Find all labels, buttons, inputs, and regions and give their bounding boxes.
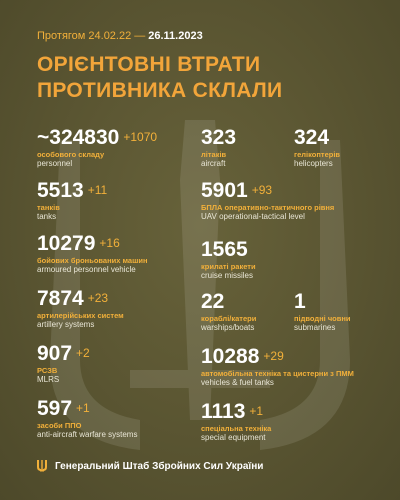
- stat-label-ua: гелікоптерів: [294, 150, 341, 159]
- stat-delta: +93: [251, 183, 273, 197]
- stat-label-ua: бойових броньованих машин: [37, 256, 148, 265]
- stat-label-en: tanks: [37, 212, 57, 221]
- stat-aircraft: 323 літаків aircraft: [201, 127, 236, 169]
- stat-label-en: special equipment: [201, 433, 266, 442]
- stat-value: 1113: [201, 400, 246, 423]
- stat-value: 1: [294, 290, 306, 313]
- stat-delta: +2: [76, 346, 90, 360]
- stat-label-ua: кораблі/катери: [201, 314, 257, 323]
- stat-label-ua: РСЗВ: [37, 366, 58, 375]
- stat-value: 5901: [201, 179, 248, 202]
- stat-apv: 10279 +16 бойових броньованих машин armou…: [37, 233, 148, 275]
- stat-value: 22: [201, 290, 225, 313]
- stat-label-ua: засоби ППО: [37, 421, 82, 430]
- stat-label-ua: автомобільна техніка та цистерни з ПММ: [201, 369, 354, 378]
- stat-label-ua: танків: [37, 203, 60, 212]
- stat-artillery: 7874 +23 артилерійських систем artillery …: [37, 288, 124, 330]
- stat-personnel: ~324830 +1070 особового складу personnel: [37, 127, 157, 169]
- stat-warships: 22 кораблі/катери warships/boats: [201, 291, 256, 333]
- stat-label-ua: літаків: [201, 150, 227, 159]
- stat-uav: 5901 +93 БПЛА оперативно-тактичного рівня…: [201, 180, 334, 222]
- footer: Генеральний Штаб Збройних Сил України: [37, 460, 263, 472]
- stat-delta: +23: [87, 291, 109, 305]
- stat-label-en: armoured personnel vehicle: [37, 265, 136, 274]
- stat-vehicles: 10288 +29 автомобільна техніка та цистерн…: [201, 346, 354, 388]
- stat-submarines: 1 підводні човни submarines: [294, 291, 351, 333]
- trident-icon: [37, 460, 47, 472]
- footer-text: Генеральний Штаб Збройних Сил України: [55, 460, 264, 472]
- stat-label-en: personnel: [37, 159, 73, 168]
- stat-delta: +1: [76, 401, 90, 415]
- stat-delta: +1: [249, 404, 264, 418]
- stat-aa: 597 +1 засоби ППО anti-aircraft warfare s…: [37, 398, 137, 440]
- stat-label-ua: особового складу: [37, 150, 105, 159]
- stat-cruise: 1565 крилаті ракети cruise missiles: [201, 239, 256, 281]
- stat-delta: +29: [263, 349, 284, 363]
- stat-label-ua: підводні човни: [294, 314, 351, 323]
- stat-value: ~324830: [37, 126, 120, 149]
- stat-delta: +16: [99, 236, 120, 250]
- stat-label-en: cruise missiles: [201, 271, 254, 280]
- stat-helicopters: 324 гелікоптерів helicopters: [294, 127, 340, 169]
- stat-label-ua: артилерійських систем: [37, 311, 124, 320]
- stat-mlrs: 907 +2 РСЗВ MLRS: [37, 343, 90, 385]
- stat-label-en: helicopters: [294, 159, 333, 168]
- trident-watermark-icon: [50, 120, 350, 450]
- stat-value: 10279: [37, 232, 96, 255]
- stat-value: 7874: [37, 287, 84, 310]
- stat-label-en: UAV operational-tactical level: [201, 212, 305, 221]
- stat-value: 323: [201, 126, 237, 149]
- stat-tanks: 5513 +11 танків tanks: [37, 180, 107, 222]
- stat-value: 907: [37, 342, 73, 365]
- title-line-1: ОРІЄНТОВНІ ВТРАТИ: [37, 53, 261, 76]
- stat-label-ua: БПЛА оперативно-тактичного рівня: [201, 203, 335, 212]
- stat-label-ua: крилаті ракети: [201, 262, 256, 271]
- stat-label-en: anti-aircraft warfare systems: [37, 430, 138, 439]
- period: Протягом 24.02.22—26.11.2023: [37, 30, 203, 42]
- stat-value: 597: [37, 397, 73, 420]
- stat-label-en: vehicles & fuel tanks: [201, 378, 274, 387]
- stat-special: 1113 +1 спеціальна техніка special equipm…: [201, 401, 271, 443]
- stat-label-en: warships/boats: [201, 323, 255, 332]
- period-end: 26.11.2023: [148, 30, 203, 42]
- title-line-2: ПРОТИВНИКА СКЛАЛИ: [37, 79, 283, 102]
- stat-label-en: submarines: [294, 323, 336, 332]
- stat-value: 10288: [201, 345, 260, 368]
- stat-label-en: MLRS: [37, 375, 60, 384]
- stat-value: 5513: [37, 179, 84, 202]
- stat-value: 324: [294, 126, 330, 149]
- stat-label-ua: спеціальна техніка: [201, 424, 272, 433]
- stat-value: 1565: [201, 238, 248, 261]
- stat-label-en: aircraft: [201, 159, 226, 168]
- stat-delta: +11: [87, 183, 108, 197]
- page-title: ОРІЄНТОВНІ ВТРАТИ ПРОТИВНИКА СКЛАЛИ: [37, 52, 282, 104]
- stat-delta: +1070: [123, 130, 158, 144]
- period-start: Протягом 24.02.22: [37, 30, 132, 42]
- stat-label-en: artillery systems: [37, 320, 95, 329]
- period-dash: —: [134, 30, 146, 42]
